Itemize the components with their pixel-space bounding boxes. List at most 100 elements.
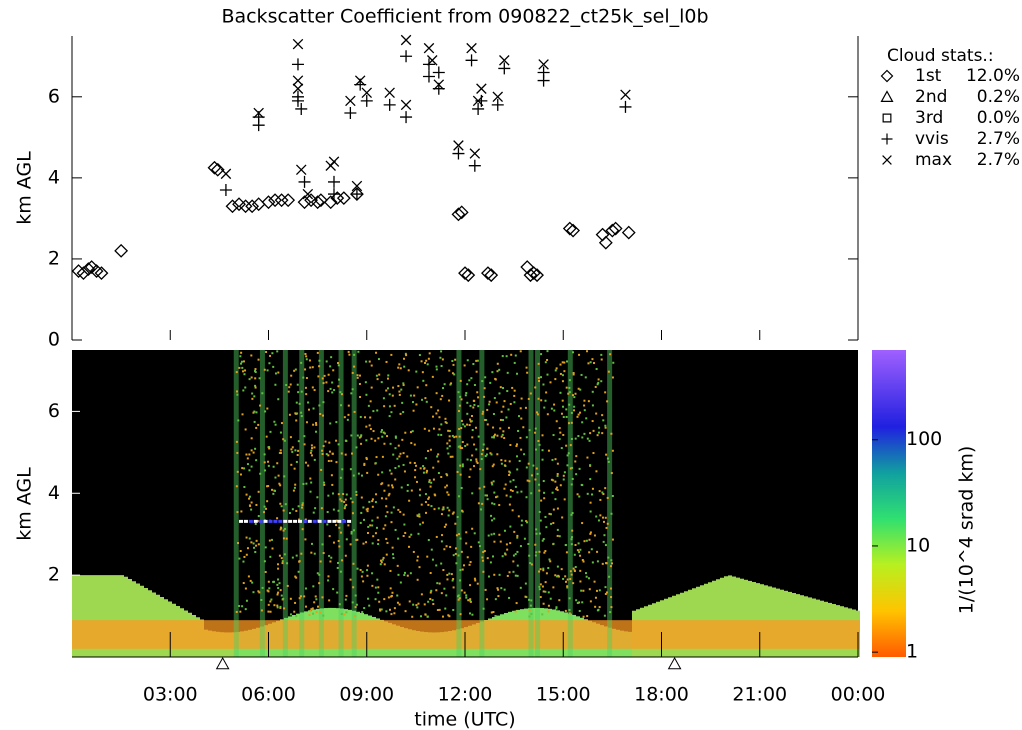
texture (304, 352, 307, 355)
texture (360, 511, 363, 514)
texture (454, 552, 457, 555)
texture (720, 577, 724, 657)
texture (446, 474, 449, 477)
texture (318, 582, 321, 585)
texture (309, 490, 312, 493)
texture (352, 620, 356, 649)
texture (104, 575, 108, 657)
texture (499, 427, 502, 430)
texture (426, 469, 429, 472)
texture (595, 368, 598, 371)
texture (548, 620, 552, 649)
texture (440, 540, 443, 543)
data-point (384, 87, 395, 99)
texture (403, 523, 406, 526)
texture (304, 538, 307, 541)
texture (120, 575, 124, 657)
texture (345, 493, 348, 496)
texture (400, 388, 403, 391)
texture (407, 369, 410, 372)
texture (568, 379, 571, 382)
texture (351, 501, 354, 504)
texture (473, 532, 476, 535)
texture (340, 452, 343, 455)
texture (412, 550, 415, 553)
data-point (328, 188, 340, 201)
texture (562, 474, 565, 477)
texture (609, 611, 612, 614)
texture (363, 518, 366, 521)
texture (529, 604, 532, 607)
texture (551, 491, 554, 494)
texture (581, 522, 584, 525)
texture (316, 496, 319, 499)
texture (367, 404, 370, 407)
texture (312, 612, 315, 615)
texture (339, 498, 342, 501)
texture (466, 359, 469, 362)
texture (560, 568, 563, 571)
texture (388, 469, 391, 472)
texture (597, 431, 600, 434)
texture (459, 569, 462, 572)
texture (375, 351, 378, 354)
texture (508, 571, 511, 574)
texture (461, 463, 464, 466)
texture (500, 587, 503, 590)
texture (549, 597, 552, 600)
texture (740, 578, 744, 657)
texture (558, 535, 561, 538)
texture (329, 365, 332, 368)
texture (493, 540, 496, 543)
texture (323, 483, 326, 486)
texture (319, 412, 322, 415)
texture (486, 598, 489, 601)
texture (520, 448, 523, 451)
data-point (400, 50, 413, 63)
texture (628, 620, 632, 649)
texture (379, 609, 382, 612)
texture (284, 620, 288, 649)
texture (426, 363, 429, 366)
texture (494, 598, 497, 601)
texture (356, 620, 360, 649)
texture (508, 503, 511, 506)
data-point (465, 54, 478, 67)
texture (586, 492, 589, 495)
texture (460, 398, 463, 401)
data-point (621, 225, 636, 240)
texture (708, 582, 712, 657)
texture (386, 541, 389, 544)
texture (581, 421, 584, 424)
texture (283, 553, 286, 556)
texture (358, 382, 361, 385)
data-point (461, 268, 476, 283)
texture (537, 362, 540, 365)
data-point (383, 98, 396, 111)
texture (599, 514, 602, 517)
texture (476, 359, 479, 362)
texture (583, 404, 586, 407)
texture (528, 429, 531, 432)
texture (389, 608, 392, 611)
texture (476, 462, 479, 465)
texture (545, 572, 548, 575)
texture (459, 445, 462, 448)
texture (537, 397, 540, 400)
texture (406, 574, 409, 577)
texture (610, 606, 613, 609)
texture (553, 403, 556, 406)
texture (378, 600, 381, 603)
texture (611, 376, 614, 379)
texture (452, 554, 455, 557)
texture (392, 453, 395, 456)
texture (272, 580, 275, 583)
texture (290, 448, 293, 451)
data-point (292, 83, 304, 94)
texture (609, 353, 612, 356)
texture (347, 350, 350, 353)
data-point (295, 164, 307, 176)
texture (309, 451, 312, 454)
texture (538, 510, 541, 513)
texture (235, 610, 238, 613)
